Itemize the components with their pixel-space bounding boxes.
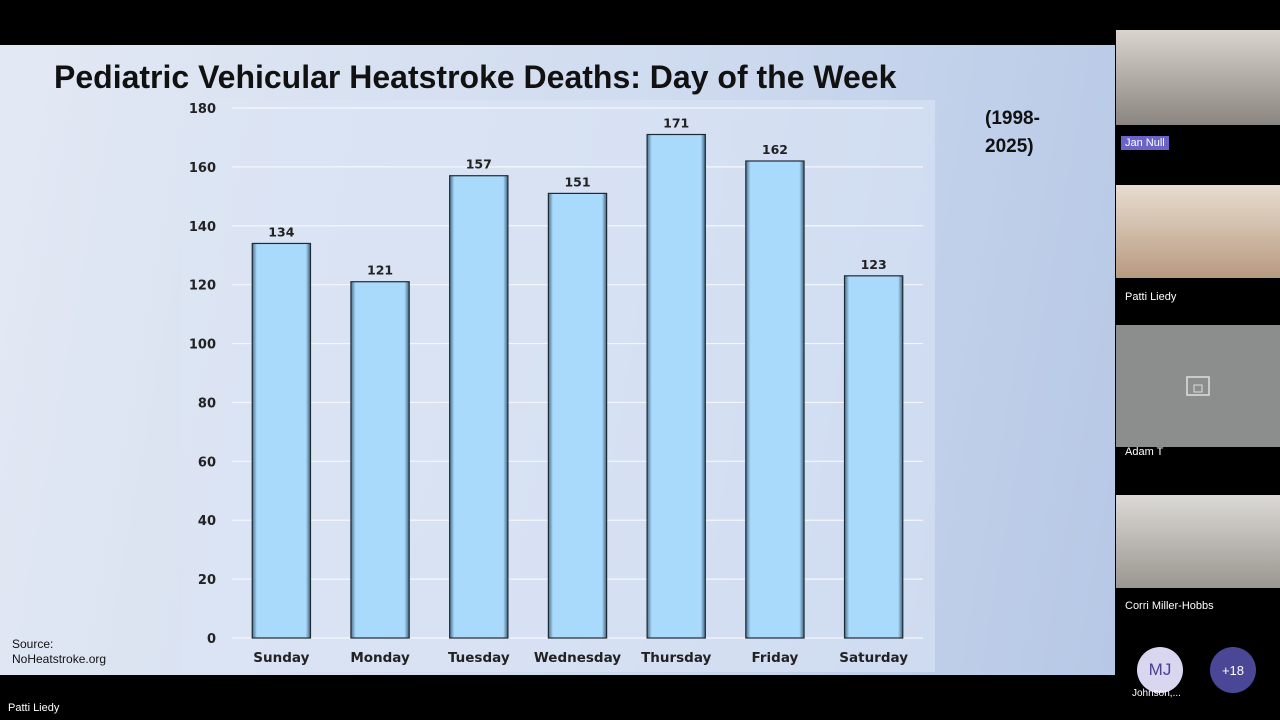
- y-tick-label: 180: [189, 102, 216, 117]
- x-tick-label: Wednesday: [534, 650, 621, 666]
- x-tick-label: Tuesday: [448, 650, 510, 666]
- bar: [449, 175, 509, 639]
- x-tick-label: Friday: [752, 650, 799, 666]
- bar: [646, 133, 706, 639]
- data-label: 162: [762, 142, 788, 157]
- participant-name: Patti Liedy: [1125, 291, 1177, 303]
- participant-name: Johnson,...: [1132, 688, 1181, 699]
- video-tile[interactable]: [1116, 325, 1280, 447]
- x-tick-label: Sunday: [253, 650, 309, 666]
- data-label: 134: [268, 224, 294, 239]
- shared-slide: 0 20 40 60 80 100 120 140 160 180 Sunday 134 Monday 1…: [0, 45, 1115, 675]
- data-label: 171: [663, 116, 689, 131]
- bar: [745, 160, 805, 639]
- slide-title: Pediatric Vehicular Heatstroke Deaths: D…: [54, 59, 897, 95]
- y-tick-label: 80: [198, 396, 216, 411]
- video-tile[interactable]: [1116, 495, 1280, 588]
- data-label: 123: [861, 257, 887, 272]
- y-tick-label: 140: [189, 220, 216, 235]
- presenter-name: Patti Liedy: [8, 702, 60, 714]
- data-label: 157: [466, 157, 492, 172]
- participant-name: Adam T: [1125, 446, 1164, 458]
- y-tick-label: 60: [198, 455, 216, 470]
- y-tick-label: 40: [198, 514, 216, 529]
- more-participants[interactable]: +18: [1210, 647, 1256, 693]
- participant-name: Jan Null: [1121, 136, 1169, 150]
- participant-name: Corri Miller-Hobbs: [1125, 600, 1214, 612]
- video-tile[interactable]: [1116, 30, 1280, 125]
- slide-subtitle: (1998-2025): [985, 108, 1040, 157]
- y-tick-label: 100: [189, 338, 216, 353]
- bar: [251, 242, 312, 639]
- y-tick-label: 120: [189, 279, 216, 294]
- source-note: Source: NoHeatstroke.org: [12, 637, 107, 666]
- video-tile[interactable]: [1116, 185, 1280, 278]
- x-tick-label: Thursday: [641, 650, 711, 666]
- y-tick-label: 20: [198, 573, 216, 588]
- bar: [843, 275, 904, 639]
- data-label: 151: [564, 174, 590, 189]
- data-label: 121: [367, 263, 393, 278]
- y-tick-label: 160: [189, 161, 216, 176]
- x-tick-label: Monday: [350, 650, 410, 666]
- camera-off-icon: [1186, 376, 1210, 396]
- bar: [547, 192, 608, 639]
- avatar[interactable]: MJ: [1137, 647, 1183, 693]
- x-tick-label: Saturday: [839, 650, 908, 666]
- y-tick-label: 0: [207, 632, 216, 647]
- chart: 0 20 40 60 80 100 120 140 160 180 Sunday 134 Monday 1…: [182, 100, 935, 672]
- bar: [350, 281, 410, 639]
